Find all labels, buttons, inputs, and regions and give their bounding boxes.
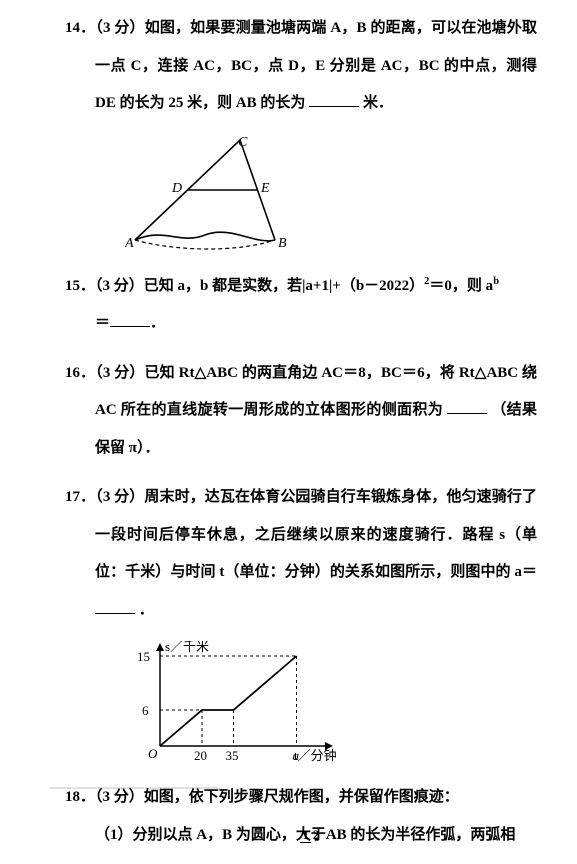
q15-blank (110, 311, 150, 327)
lbl-D: D (171, 181, 182, 196)
q15-text-a: 已知 a，b 都是实数，若|a+1|+（b－2022） (144, 278, 424, 294)
frac-num: 1 (300, 828, 310, 843)
q15-text-d: ． (150, 315, 165, 331)
q18-sub1-a: （1）分别以点 A，B 为圆心，大于 (95, 827, 326, 843)
q15-number: 15． (65, 278, 95, 294)
svg-text:a: a (293, 748, 300, 763)
q17-figure: s／千米 t／分钟 O 6 15 20 35 a (125, 641, 537, 771)
q14-text-b: 米． (363, 95, 393, 111)
q17-text-a: 周末时，达瓦在体育公园骑自行车锻炼身体，他匀速骑行了一段时间后停车休息，之后继续… (95, 489, 537, 580)
q16-number: 16． (65, 365, 95, 381)
question-17: 17．（3 分）周末时，达瓦在体育公园骑自行车锻炼身体，他匀速骑行了一段时间后停… (65, 479, 537, 629)
q14-points: （3 分） (95, 20, 144, 36)
question-15: 15．（3 分）已知 a，b 都是实数，若|a+1|+（b－2022）2＝0，则… (65, 268, 537, 343)
q18-points: （3 分） (95, 789, 144, 805)
q17-blank (95, 598, 135, 614)
svg-text:20: 20 (194, 748, 207, 763)
q14-svg: A B C D E (125, 135, 295, 255)
lbl-E: E (260, 181, 270, 196)
question-18: 18．（3 分）如图，依下列步骤尺规作图，并保留作图痕迹： （1）分别以点 A，… (65, 779, 537, 854)
q14-figure: A B C D E (125, 135, 537, 260)
q18-sub1-b: AB 的长为半径作弧，两弧相 (326, 827, 516, 843)
q14-blank (309, 91, 359, 107)
q18-text-a: 如图，依下列步骤尺规作图，并保留作图痕迹： (144, 789, 459, 805)
q17-svg: s／千米 t／分钟 O 6 15 20 35 a (125, 641, 340, 766)
lbl-A: A (125, 236, 134, 251)
question-14: 14．（3 分）如图，如果要测量池塘两端 A，B 的距离，可以在池塘外取一点 C… (65, 10, 537, 123)
svg-text:O: O (148, 746, 158, 761)
q15-exp2: b (493, 276, 499, 287)
q17-text-b: ． (139, 602, 154, 618)
lbl-B: B (278, 236, 287, 251)
svg-text:s／千米: s／千米 (165, 641, 209, 654)
q17-points: （3 分） (95, 489, 144, 505)
frac-den: 2 (311, 828, 321, 842)
svg-text:35: 35 (226, 748, 239, 763)
question-16: 16．（3 分）已知 Rt△ABC 的两直角边 AC＝8，BC＝6，将 Rt△A… (65, 355, 537, 468)
svg-text:6: 6 (142, 703, 149, 718)
q14-number: 14． (65, 20, 95, 36)
q18-number: 18． (65, 789, 95, 805)
q16-points: （3 分） (95, 365, 144, 381)
svg-text:15: 15 (137, 649, 150, 664)
q15-points: （3 分） (95, 278, 144, 294)
lbl-C: C (238, 135, 248, 150)
exam-page: 14．（3 分）如图，如果要测量池塘两端 A，B 的距离，可以在池塘外取一点 C… (0, 0, 577, 864)
page-shadow (50, 787, 220, 789)
q17-number: 17． (65, 489, 95, 505)
q15-text-b: ＝0，则 a (429, 278, 493, 294)
q16-blank (447, 398, 487, 414)
q15-text-c: ＝ (95, 315, 110, 331)
svg-text:t／分钟: t／分钟 (294, 748, 337, 763)
